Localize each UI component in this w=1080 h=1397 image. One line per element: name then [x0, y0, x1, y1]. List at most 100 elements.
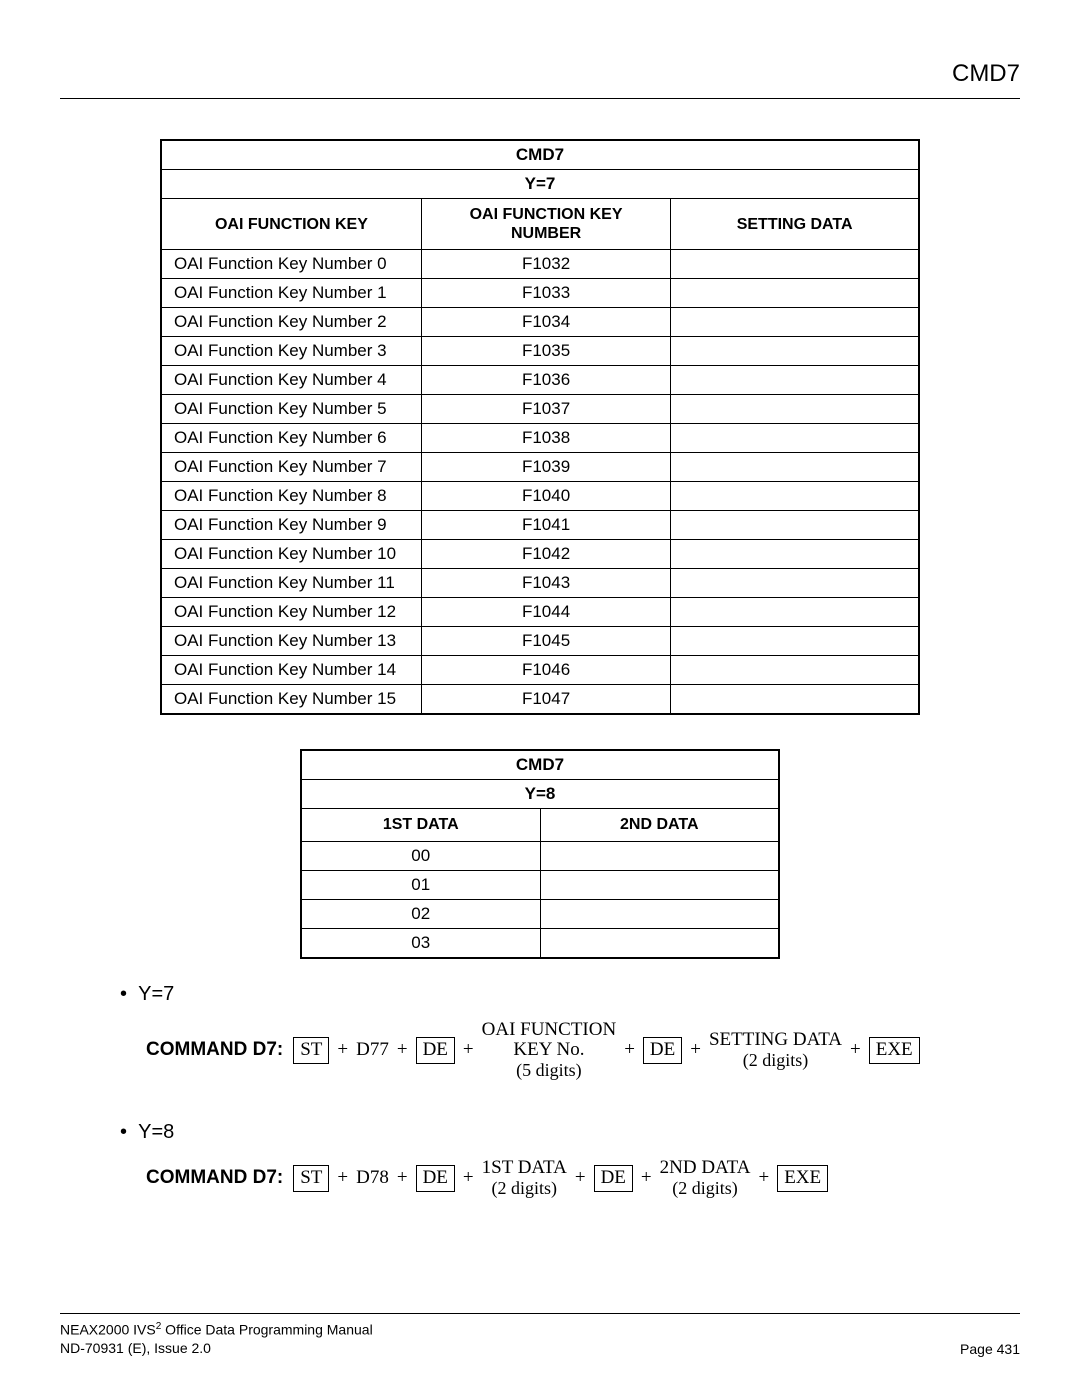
table2-container: CMD7 Y=8 1ST DATA 2ND DATA 00010203: [60, 749, 1020, 958]
table-row: OAI Function Key Number 1F1033: [161, 279, 919, 308]
cell: 03: [301, 928, 540, 958]
cell: [671, 250, 919, 279]
table-row: OAI Function Key Number 3F1035: [161, 337, 919, 366]
cell: [671, 308, 919, 337]
table-row: OAI Function Key Number 5F1037: [161, 395, 919, 424]
cell: OAI Function Key Number 1: [161, 279, 421, 308]
cell: F1040: [421, 482, 670, 511]
table1-col1: OAI FUNCTION KEY NUMBER: [421, 199, 670, 250]
cell: [671, 685, 919, 715]
cell: OAI Function Key Number 10: [161, 540, 421, 569]
table-row: OAI Function Key Number 14F1046: [161, 656, 919, 685]
cell: OAI Function Key Number 13: [161, 627, 421, 656]
cell: F1039: [421, 453, 670, 482]
cell: [671, 656, 919, 685]
table2-col0: 1ST DATA: [301, 809, 540, 841]
cell: F1041: [421, 511, 670, 540]
cell: OAI Function Key Number 14: [161, 656, 421, 685]
footer-page: Page 431: [960, 1341, 1020, 1357]
bullet-y7: • Y=7: [120, 983, 1020, 1006]
cell: [671, 424, 919, 453]
page: CMD7 CMD7 Y=7 OAI FUNCTION KEY OAI FUNCT…: [0, 0, 1080, 1397]
cell: OAI Function Key Number 6: [161, 424, 421, 453]
command-line-y8: COMMAND D7: ST + D78 + DE + 1ST DATA (2 …: [146, 1158, 1020, 1199]
cell: [540, 841, 779, 870]
key-st: ST: [293, 1165, 329, 1192]
key-de: DE: [594, 1165, 633, 1192]
table-row: OAI Function Key Number 2F1034: [161, 308, 919, 337]
table1-col2: SETTING DATA: [671, 199, 919, 250]
key-st: ST: [293, 1037, 329, 1064]
cell: OAI Function Key Number 5: [161, 395, 421, 424]
cell: F1038: [421, 424, 670, 453]
table-row: OAI Function Key Number 10F1042: [161, 540, 919, 569]
key-de: DE: [416, 1037, 455, 1064]
cell: F1035: [421, 337, 670, 366]
cell: [671, 569, 919, 598]
cell: [671, 482, 919, 511]
plus-icon: +: [463, 1167, 474, 1189]
plus-icon: +: [575, 1167, 586, 1189]
cmd-label-y7: COMMAND D7:: [146, 1039, 283, 1061]
cell: F1036: [421, 366, 670, 395]
table2-title: CMD7: [301, 750, 779, 780]
cmd-d78: D78: [356, 1167, 389, 1189]
plus-icon: +: [337, 1039, 348, 1061]
key-exe: EXE: [869, 1037, 920, 1064]
table1-container: CMD7 Y=7 OAI FUNCTION KEY OAI FUNCTION K…: [60, 139, 1020, 715]
key-exe: EXE: [777, 1165, 828, 1192]
cell: F1034: [421, 308, 670, 337]
table-row: OAI Function Key Number 8F1040: [161, 482, 919, 511]
table-row: OAI Function Key Number 11F1043: [161, 569, 919, 598]
section-y8: • Y=8 COMMAND D7: ST + D78 + DE + 1ST DA…: [120, 1121, 1020, 1199]
cell: [671, 337, 919, 366]
cell: OAI Function Key Number 9: [161, 511, 421, 540]
plus-icon: +: [337, 1167, 348, 1189]
table2-subtitle: Y=8: [301, 780, 779, 809]
plus-icon: +: [690, 1039, 701, 1061]
cell: [671, 598, 919, 627]
plus-icon: +: [850, 1039, 861, 1061]
plus-icon: +: [463, 1039, 474, 1061]
table2: CMD7 Y=8 1ST DATA 2ND DATA 00010203: [300, 749, 780, 958]
field-2nd-data: 2ND DATA (2 digits): [660, 1158, 751, 1199]
cell: [671, 453, 919, 482]
cell: OAI Function Key Number 7: [161, 453, 421, 482]
cell: F1045: [421, 627, 670, 656]
cell: [540, 870, 779, 899]
cell: F1043: [421, 569, 670, 598]
cmd-label-y8: COMMAND D7:: [146, 1167, 283, 1189]
cell: 02: [301, 899, 540, 928]
plus-icon: +: [397, 1039, 408, 1061]
table-row: 01: [301, 870, 779, 899]
table-row: OAI Function Key Number 12F1044: [161, 598, 919, 627]
cell: 01: [301, 870, 540, 899]
table-row: OAI Function Key Number 9F1041: [161, 511, 919, 540]
footer-left: NEAX2000 IVS2 Office Data Programming Ma…: [60, 1320, 373, 1357]
cell: F1047: [421, 685, 670, 715]
footer: NEAX2000 IVS2 Office Data Programming Ma…: [60, 1313, 1020, 1357]
table-row: OAI Function Key Number 6F1038: [161, 424, 919, 453]
header-rule: [60, 98, 1020, 99]
cell: OAI Function Key Number 0: [161, 250, 421, 279]
cell: [671, 540, 919, 569]
table-row: OAI Function Key Number 15F1047: [161, 685, 919, 715]
plus-icon: +: [624, 1039, 635, 1061]
cell: 00: [301, 841, 540, 870]
cell: [671, 366, 919, 395]
cell: [671, 395, 919, 424]
cell: OAI Function Key Number 3: [161, 337, 421, 366]
cell: [671, 511, 919, 540]
plus-icon: +: [641, 1167, 652, 1189]
cell: [671, 279, 919, 308]
cell: F1044: [421, 598, 670, 627]
footer-rule: [60, 1313, 1020, 1314]
cell: F1032: [421, 250, 670, 279]
field-1st-data: 1ST DATA (2 digits): [482, 1158, 567, 1199]
cell: [540, 928, 779, 958]
table-row: OAI Function Key Number 0F1032: [161, 250, 919, 279]
table-row: OAI Function Key Number 13F1045: [161, 627, 919, 656]
section-y7: • Y=7 COMMAND D7: ST + D77 + DE + OAI FU…: [120, 983, 1020, 1082]
cell: [540, 899, 779, 928]
header-title: CMD7: [60, 60, 1020, 88]
